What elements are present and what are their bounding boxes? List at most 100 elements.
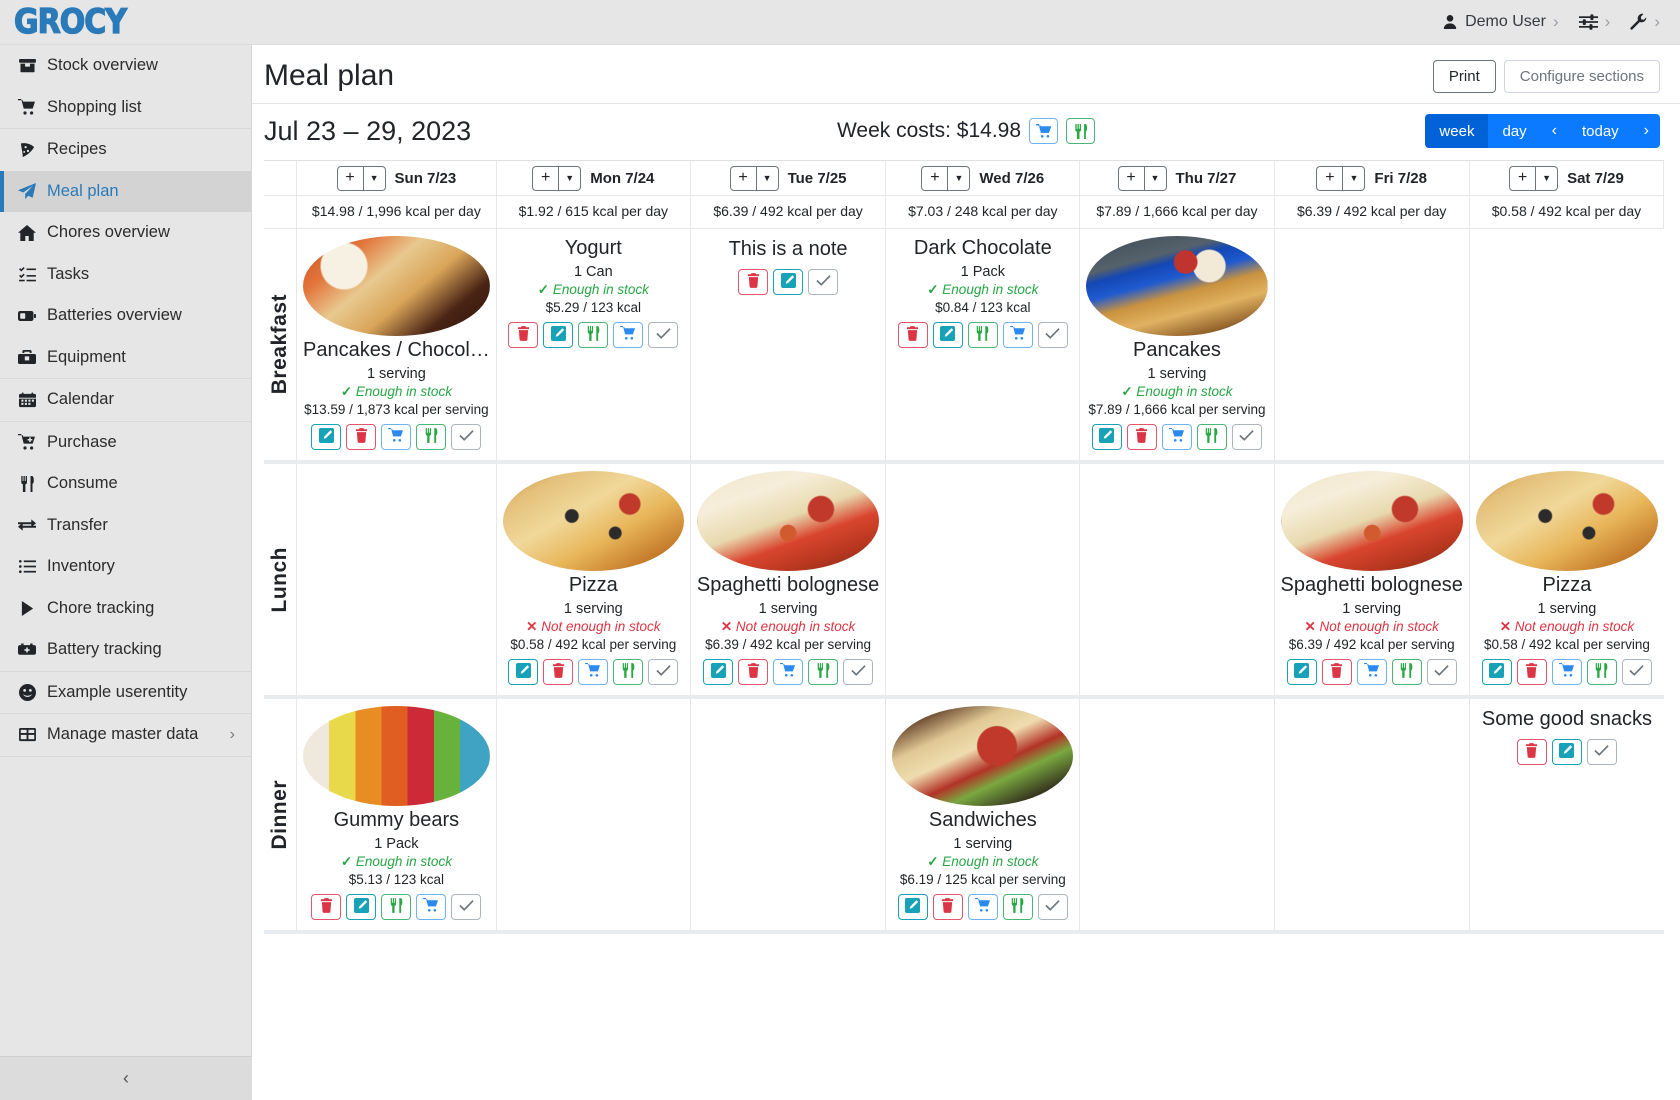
- add-to-shopping-list-button[interactable]: [967, 894, 998, 920]
- add-entry-button-mon-7-24[interactable]: +: [532, 165, 560, 191]
- mark-done-button[interactable]: [1037, 322, 1068, 348]
- add-to-shopping-list-button[interactable]: [1356, 659, 1387, 685]
- meal-cell-dinner-0[interactable]: Gummy bears 1 Pack ✓ Enough in stock $5.13 …: [297, 699, 497, 934]
- tools-menu[interactable]: ›: [1620, 0, 1670, 45]
- print-button[interactable]: Print: [1432, 59, 1496, 93]
- trash-button[interactable]: [897, 322, 928, 348]
- meal-cell-lunch-1[interactable]: Pizza 1 serving ✕ Not enough in stock $0.58…: [496, 464, 691, 699]
- view-day-button[interactable]: day: [1488, 114, 1541, 148]
- edit-button[interactable]: [346, 894, 377, 920]
- mark-done-button[interactable]: [648, 659, 679, 685]
- sidebar-item-chores-overview[interactable]: Chores overview: [0, 212, 251, 254]
- consume-button[interactable]: [1002, 894, 1033, 920]
- sidebar-item-calendar[interactable]: Calendar: [0, 379, 251, 421]
- consume-button[interactable]: [1391, 659, 1422, 685]
- edit-button[interactable]: [543, 322, 574, 348]
- sidebar-item-tasks[interactable]: Tasks: [0, 254, 251, 296]
- add-to-shopping-list-button[interactable]: [773, 659, 804, 685]
- meal-cell-lunch-4[interactable]: [1080, 464, 1275, 699]
- add-to-shopping-list-button[interactable]: [1161, 424, 1192, 450]
- meal-cell-breakfast-3[interactable]: Dark Chocolate 1 Pack ✓ Enough in stock $0.…: [886, 229, 1081, 464]
- meal-entry-card[interactable]: Dark Chocolate 1 Pack ✓ Enough in stock $0.…: [892, 236, 1073, 348]
- consume-button[interactable]: [808, 659, 839, 685]
- meal-cell-lunch-0[interactable]: [297, 464, 497, 699]
- brand-logo-container[interactable]: GROCY: [0, 0, 252, 45]
- add-to-shopping-list-button[interactable]: [1551, 659, 1582, 685]
- mark-done-button[interactable]: [451, 424, 482, 450]
- consume-button[interactable]: [416, 424, 447, 450]
- meal-entry-card[interactable]: This is a note: [697, 236, 879, 295]
- consume-button[interactable]: [381, 894, 412, 920]
- trash-button[interactable]: [738, 659, 769, 685]
- meal-entry-card[interactable]: Yogurt 1 Can ✓ Enough in stock $5.29 / 123 …: [503, 236, 684, 348]
- trash-button[interactable]: [738, 269, 769, 295]
- user-menu[interactable]: Demo User ›: [1432, 0, 1569, 45]
- sidebar-item-stock-overview[interactable]: Stock overview: [0, 45, 251, 87]
- view-week-button[interactable]: week: [1425, 114, 1489, 148]
- trash-button[interactable]: [1516, 659, 1547, 685]
- meal-cell-dinner-1[interactable]: [496, 699, 691, 934]
- add-entry-dropdown-tue-7-25[interactable]: ▼: [756, 165, 779, 191]
- sidebar-collapse-button[interactable]: ‹: [0, 1056, 252, 1100]
- next-period-button[interactable]: ›: [1632, 114, 1660, 148]
- sidebar-item-meal-plan[interactable]: Meal plan: [0, 170, 251, 212]
- mark-done-button[interactable]: [1426, 659, 1457, 685]
- add-entry-button-wed-7-26[interactable]: +: [921, 165, 949, 191]
- add-entry-button-tue-7-25[interactable]: +: [729, 165, 757, 191]
- mark-done-button[interactable]: [843, 659, 874, 685]
- sidebar-item-example-userentity[interactable]: Example userentity: [0, 672, 251, 714]
- consume-button[interactable]: [578, 322, 609, 348]
- meal-entry-card[interactable]: Sandwiches 1 serving ✓ Enough in stock $6.1…: [892, 706, 1074, 920]
- meal-entry-card[interactable]: Gummy bears 1 Pack ✓ Enough in stock $5.13 …: [303, 706, 490, 920]
- sidebar-item-battery-tracking[interactable]: Battery tracking: [0, 629, 251, 671]
- sidebar-item-shopping-list[interactable]: Shopping list: [0, 87, 251, 129]
- meal-cell-dinner-2[interactable]: [690, 699, 887, 934]
- trash-button[interactable]: [1516, 739, 1547, 765]
- meal-entry-card[interactable]: Spaghetti bolognese 1 serving ✕ Not enough…: [696, 471, 880, 685]
- meal-entry-card[interactable]: Pancakes 1 serving ✓ Enough in stock $7.89 …: [1086, 236, 1268, 450]
- settings-menu[interactable]: ›: [1569, 0, 1621, 45]
- sidebar-item-purchase[interactable]: Purchase: [0, 422, 251, 464]
- add-to-shopping-list-button[interactable]: [381, 424, 412, 450]
- add-to-shopping-list-button[interactable]: [416, 894, 447, 920]
- add-to-shopping-list-button[interactable]: [613, 322, 644, 348]
- meal-cell-breakfast-0[interactable]: Pancakes / Chocol… 1 serving ✓ Enough in s…: [297, 229, 497, 464]
- meal-cell-breakfast-6[interactable]: [1469, 229, 1664, 464]
- add-to-shopping-list-button[interactable]: [1002, 322, 1033, 348]
- meal-entry-card[interactable]: Spaghetti bolognese 1 serving ✕ Not enough…: [1280, 471, 1463, 685]
- meal-cell-lunch-3[interactable]: [886, 464, 1081, 699]
- meal-cell-dinner-6[interactable]: Some good snacks: [1469, 699, 1664, 934]
- add-to-shopping-list-button[interactable]: [578, 659, 609, 685]
- meal-cell-breakfast-5[interactable]: [1274, 229, 1470, 464]
- week-add-to-shopping-list-button[interactable]: [1029, 118, 1059, 144]
- meal-cell-lunch-5[interactable]: Spaghetti bolognese 1 serving ✕ Not enough…: [1274, 464, 1470, 699]
- mark-done-button[interactable]: [808, 269, 839, 295]
- trash-button[interactable]: [346, 424, 377, 450]
- add-entry-dropdown-mon-7-24[interactable]: ▼: [559, 165, 582, 191]
- edit-button[interactable]: [897, 894, 928, 920]
- edit-button[interactable]: [311, 424, 342, 450]
- configure-sections-button[interactable]: Configure sections: [1503, 59, 1660, 93]
- meal-cell-lunch-6[interactable]: Pizza 1 serving ✕ Not enough in stock $0.58…: [1469, 464, 1664, 699]
- sidebar-item-chore-tracking[interactable]: Chore tracking: [0, 588, 251, 630]
- today-button[interactable]: today: [1567, 114, 1633, 148]
- consume-button[interactable]: [967, 322, 998, 348]
- edit-button[interactable]: [508, 659, 539, 685]
- meal-cell-breakfast-4[interactable]: Pancakes 1 serving ✓ Enough in stock $7.89 …: [1080, 229, 1275, 464]
- meal-entry-card[interactable]: Pizza 1 serving ✕ Not enough in stock $0.58…: [502, 471, 684, 685]
- mark-done-button[interactable]: [1231, 424, 1262, 450]
- sidebar-item-batteries-overview[interactable]: Batteries overview: [0, 295, 251, 337]
- edit-button[interactable]: [1286, 659, 1317, 685]
- trash-button[interactable]: [543, 659, 574, 685]
- edit-button[interactable]: [1091, 424, 1122, 450]
- mark-done-button[interactable]: [1621, 659, 1652, 685]
- trash-button[interactable]: [508, 322, 539, 348]
- edit-button[interactable]: [932, 322, 963, 348]
- consume-button[interactable]: [1196, 424, 1227, 450]
- meal-cell-dinner-4[interactable]: [1080, 699, 1275, 934]
- meal-entry-card[interactable]: Some good snacks: [1476, 706, 1658, 765]
- meal-entry-card[interactable]: Pancakes / Chocol… 1 serving ✓ Enough in s…: [303, 236, 490, 450]
- edit-button[interactable]: [1481, 659, 1512, 685]
- add-entry-dropdown-thu-7-27[interactable]: ▼: [1144, 165, 1167, 191]
- meal-cell-dinner-5[interactable]: [1274, 699, 1470, 934]
